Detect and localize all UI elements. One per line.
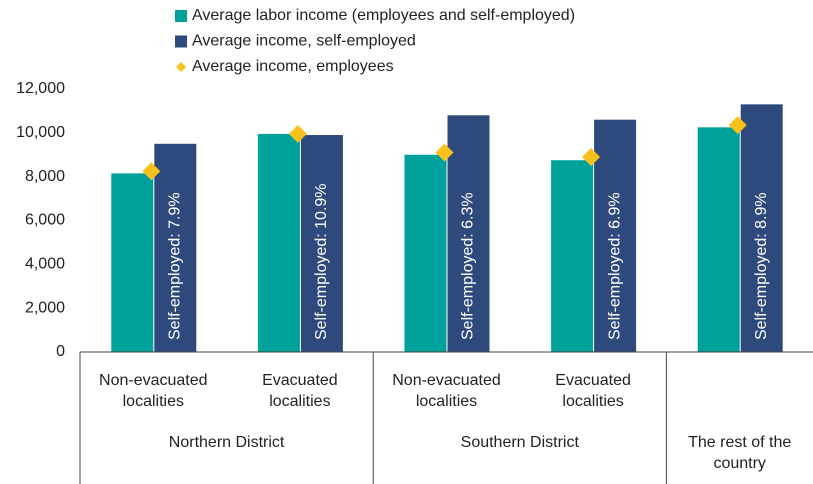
group-label: Northern District [168,434,285,451]
bar [300,135,343,352]
legend-label: Average labor income (employees and self… [192,7,575,24]
y-tick-label: 8,000 [25,168,65,185]
annotation: Self-employed: 8.9% [753,192,770,340]
marker [142,162,161,181]
annotation: Self-employed: 6.3% [460,192,477,340]
legend-label: Average income, self-employed [192,33,416,50]
group-label: Southern District [460,434,579,451]
y-tick-label: 2,000 [25,299,65,316]
marker [435,143,454,162]
y-tick-label: 6,000 [25,212,65,229]
y-tick-label: 0 [56,343,65,360]
marker [288,124,307,143]
legend-marker [175,10,187,22]
marker [728,116,747,135]
annotation: Self-employed: 7.9% [167,192,184,340]
bar [551,160,594,352]
bar [257,133,300,352]
bar [154,143,197,352]
bar [404,154,447,352]
x-tick-label: Non-evacuated localities [99,372,208,410]
x-tick-label: Evacuated localities [262,372,338,410]
y-tick-label: 10,000 [16,124,65,141]
y-tick-label: 4,000 [25,256,65,273]
x-tick-label: Evacuated localities [555,372,631,410]
marker [582,147,601,166]
bar [111,173,154,352]
annotation: Self-employed: 10.9% [313,183,330,340]
annotation: Self-employed: 6.9% [606,192,623,340]
bar [740,104,783,352]
bar [697,127,740,353]
bar [447,115,490,352]
bar [594,119,637,352]
legend-marker [176,62,186,72]
legend-marker [175,35,187,48]
group-label: The rest of the country [688,434,792,472]
legend-label: Average income, employees [192,58,394,75]
x-tick-label: Non-evacuated localities [392,372,501,410]
y-tick-label: 12,000 [16,80,65,97]
